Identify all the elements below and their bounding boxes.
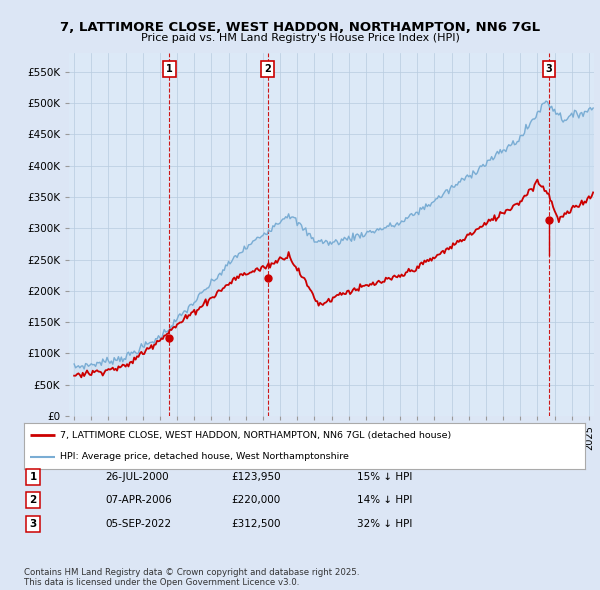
Text: 1: 1 bbox=[166, 64, 173, 74]
Text: Price paid vs. HM Land Registry's House Price Index (HPI): Price paid vs. HM Land Registry's House … bbox=[140, 33, 460, 43]
Text: 7, LATTIMORE CLOSE, WEST HADDON, NORTHAMPTON, NN6 7GL: 7, LATTIMORE CLOSE, WEST HADDON, NORTHAM… bbox=[60, 21, 540, 34]
Text: Contains HM Land Registry data © Crown copyright and database right 2025.
This d: Contains HM Land Registry data © Crown c… bbox=[24, 568, 359, 587]
Text: 3: 3 bbox=[545, 64, 552, 74]
Text: 15% ↓ HPI: 15% ↓ HPI bbox=[357, 472, 412, 481]
Text: 1: 1 bbox=[29, 472, 37, 481]
Text: 14% ↓ HPI: 14% ↓ HPI bbox=[357, 496, 412, 505]
Text: 26-JUL-2000: 26-JUL-2000 bbox=[105, 472, 169, 481]
Text: 05-SEP-2022: 05-SEP-2022 bbox=[105, 519, 171, 529]
Text: 07-APR-2006: 07-APR-2006 bbox=[105, 496, 172, 505]
Text: £312,500: £312,500 bbox=[231, 519, 281, 529]
Text: £220,000: £220,000 bbox=[231, 496, 280, 505]
Text: 3: 3 bbox=[29, 519, 37, 529]
Text: £123,950: £123,950 bbox=[231, 472, 281, 481]
Text: 32% ↓ HPI: 32% ↓ HPI bbox=[357, 519, 412, 529]
Text: 2: 2 bbox=[264, 64, 271, 74]
Text: 7, LATTIMORE CLOSE, WEST HADDON, NORTHAMPTON, NN6 7GL (detached house): 7, LATTIMORE CLOSE, WEST HADDON, NORTHAM… bbox=[61, 431, 452, 440]
Text: 2: 2 bbox=[29, 496, 37, 505]
Text: HPI: Average price, detached house, West Northamptonshire: HPI: Average price, detached house, West… bbox=[61, 452, 349, 461]
